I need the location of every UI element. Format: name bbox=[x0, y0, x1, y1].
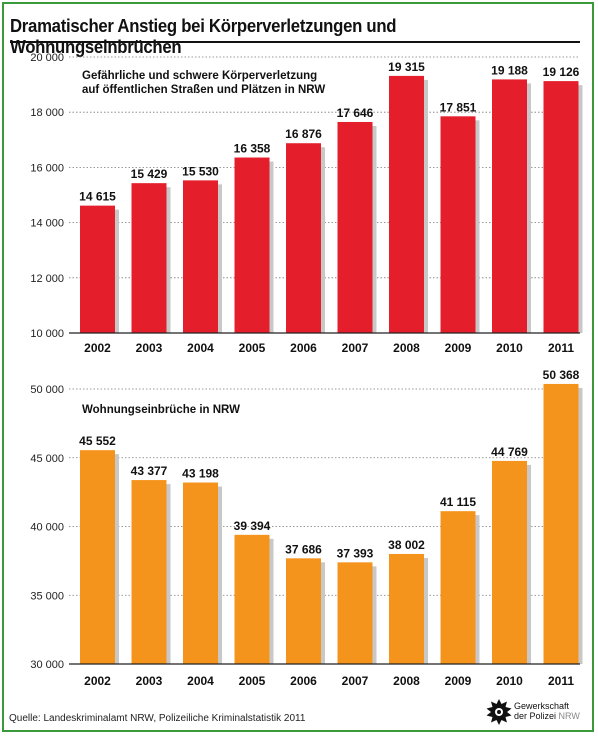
x-tick-label: 2010 bbox=[496, 341, 523, 355]
data-label: 17 851 bbox=[440, 100, 477, 114]
data-label: 43 377 bbox=[131, 464, 168, 478]
x-tick-label: 2003 bbox=[136, 341, 163, 355]
data-label: 37 686 bbox=[285, 542, 322, 556]
x-tick-label: 2003 bbox=[136, 674, 163, 688]
data-label: 41 115 bbox=[440, 495, 476, 509]
data-label: 45 552 bbox=[79, 434, 116, 448]
x-tick-label: 2005 bbox=[239, 674, 266, 688]
logo-line1: Gewerkschaft bbox=[514, 701, 570, 711]
y-tick-label: 16 000 bbox=[30, 162, 64, 174]
x-tick-label: 2008 bbox=[393, 674, 420, 688]
x-tick-label: 2009 bbox=[445, 674, 472, 688]
bar bbox=[543, 81, 579, 333]
data-label: 50 368 bbox=[543, 368, 580, 382]
panel-title: Gefährliche und schwere Körperverletzung bbox=[82, 70, 317, 82]
data-label: 17 646 bbox=[337, 106, 374, 120]
x-tick-label: 2006 bbox=[290, 341, 317, 355]
bar bbox=[183, 180, 218, 333]
logo-line2b: NRW bbox=[558, 711, 580, 721]
bar bbox=[234, 157, 270, 333]
bar bbox=[492, 79, 527, 334]
data-label: 15 530 bbox=[182, 164, 219, 178]
bar bbox=[337, 562, 373, 664]
bar bbox=[337, 121, 373, 333]
data-label: 39 394 bbox=[234, 519, 271, 533]
data-label: 16 876 bbox=[285, 127, 322, 141]
data-label: 37 393 bbox=[337, 546, 374, 560]
bar bbox=[80, 450, 115, 664]
y-tick-label: 40 000 bbox=[30, 522, 64, 534]
x-tick-label: 2011 bbox=[548, 674, 574, 688]
title-rule bbox=[10, 41, 580, 43]
bar bbox=[389, 553, 424, 664]
y-tick-label: 50 000 bbox=[30, 384, 64, 396]
data-label: 44 769 bbox=[491, 445, 528, 459]
y-tick-label: 12 000 bbox=[30, 273, 64, 285]
y-tick-label: 20 000 bbox=[30, 52, 64, 64]
y-tick-label: 30 000 bbox=[30, 659, 64, 671]
data-label: 15 429 bbox=[131, 167, 168, 181]
x-tick-label: 2009 bbox=[445, 341, 472, 355]
y-tick-label: 10 000 bbox=[30, 328, 64, 340]
x-tick-label: 2008 bbox=[393, 341, 420, 355]
bar bbox=[80, 205, 115, 333]
data-label: 19 188 bbox=[491, 63, 528, 77]
y-tick-label: 45 000 bbox=[30, 453, 64, 465]
data-label: 43 198 bbox=[182, 467, 219, 481]
logo-line2a: der Polizei bbox=[514, 711, 557, 721]
y-tick-label: 14 000 bbox=[30, 218, 64, 230]
bar bbox=[131, 480, 167, 664]
data-label: 16 358 bbox=[234, 142, 271, 156]
y-tick-label: 18 000 bbox=[30, 107, 64, 119]
bar bbox=[492, 460, 527, 664]
bar bbox=[440, 511, 476, 664]
x-tick-label: 2010 bbox=[496, 674, 523, 688]
x-tick-label: 2004 bbox=[187, 674, 214, 688]
x-tick-label: 2006 bbox=[290, 674, 317, 688]
data-label: 19 126 bbox=[543, 65, 580, 79]
gdp-star-icon bbox=[486, 699, 512, 725]
bar bbox=[234, 534, 270, 664]
x-tick-label: 2005 bbox=[239, 341, 266, 355]
y-tick-label: 35 000 bbox=[30, 590, 64, 602]
x-tick-label: 2007 bbox=[342, 674, 369, 688]
x-tick-label: 2002 bbox=[84, 674, 111, 688]
gdp-logo-text: Gewerkschaft der Polizei NRW bbox=[514, 701, 580, 721]
bar bbox=[440, 116, 476, 333]
bar bbox=[131, 183, 167, 333]
bar bbox=[286, 558, 321, 664]
x-tick-label: 2011 bbox=[548, 341, 574, 355]
bar bbox=[183, 482, 218, 664]
data-label: 19 315 bbox=[388, 60, 425, 74]
bar bbox=[389, 75, 424, 333]
bar bbox=[543, 383, 579, 664]
x-tick-label: 2007 bbox=[342, 341, 369, 355]
data-label: 38 002 bbox=[388, 538, 425, 552]
x-tick-label: 2002 bbox=[84, 341, 111, 355]
data-label: 14 615 bbox=[79, 190, 116, 204]
gdp-logo: Gewerkschaft der Polizei NRW bbox=[486, 697, 596, 727]
x-tick-label: 2004 bbox=[187, 341, 214, 355]
panel-title: auf öffentlichen Straßen und Plätzen in … bbox=[82, 84, 325, 96]
panel-title: Wohnungseinbrüche in NRW bbox=[82, 404, 240, 416]
bar bbox=[286, 143, 321, 333]
source-note: Quelle: Landeskriminalamt NRW, Polizeili… bbox=[9, 713, 306, 724]
